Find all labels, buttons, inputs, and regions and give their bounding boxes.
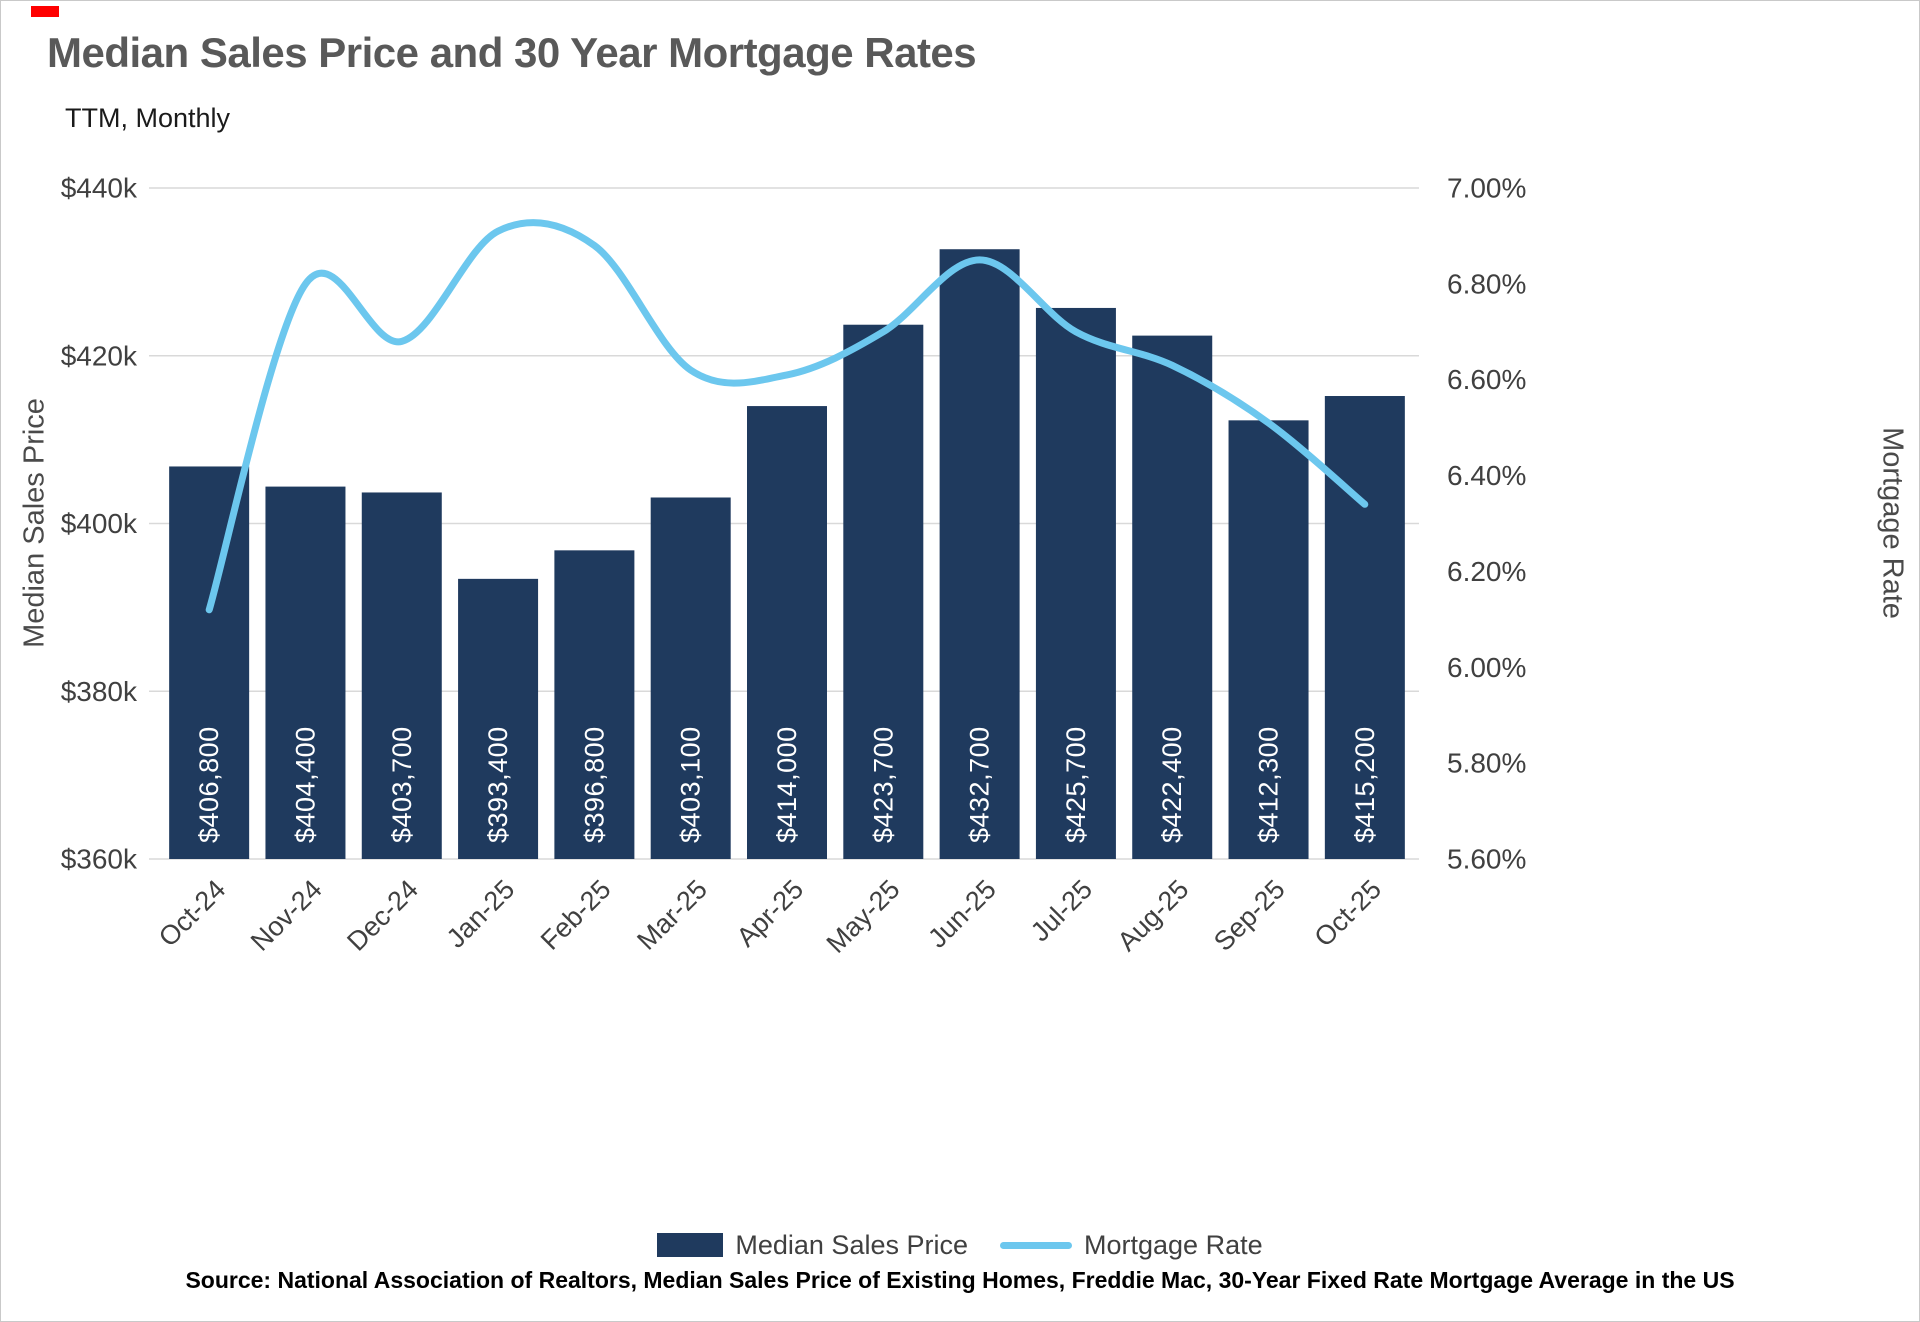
bar (1132, 335, 1213, 859)
legend-line-swatch (1000, 1241, 1072, 1249)
x-axis-tick-label: Dec-24 (341, 874, 424, 957)
right-axis-tick-label: 6.40% (1447, 460, 1526, 491)
x-axis-tick-label: Feb-25 (535, 874, 617, 956)
x-axis-tick-label: Jun-25 (922, 874, 1002, 954)
legend-bar-label: Median Sales Price (735, 1229, 968, 1260)
bar (650, 497, 731, 859)
x-axis-tick-label: Oct-24 (153, 874, 232, 953)
legend-bar-swatch (657, 1233, 724, 1257)
bar (843, 324, 924, 859)
x-axis-tick-label: Jan-25 (441, 874, 521, 954)
x-axis-tick-label: Mar-25 (631, 874, 713, 956)
bar-value-label: $403,700 (387, 726, 417, 843)
bar-value-label: $432,700 (965, 726, 995, 843)
right-axis-tick-label: 7.00% (1447, 173, 1526, 204)
left-axis-tick-label: $360k (61, 844, 138, 875)
source-note: Source: National Association of Realtors… (185, 1267, 1735, 1293)
bar-value-label: $404,400 (290, 726, 320, 843)
bar (361, 492, 442, 859)
bar-value-label: $412,300 (1254, 726, 1284, 843)
red-corner-mark (31, 6, 59, 17)
bar-value-label: $423,700 (868, 726, 898, 843)
bar (1324, 396, 1405, 859)
bar (747, 406, 827, 859)
bar-value-label: $406,800 (194, 726, 224, 843)
x-axis-tick-label: Sep-25 (1208, 874, 1291, 957)
bar-value-label: $415,200 (1350, 726, 1380, 843)
right-axis-tick-label: 5.60% (1447, 844, 1526, 875)
x-axis-tick-label: Nov-24 (245, 874, 328, 957)
x-axis-tick-label: Jul-25 (1025, 874, 1098, 947)
bar-value-label: $414,000 (772, 726, 802, 843)
bar (1035, 307, 1116, 859)
x-axis-tick-label: May-25 (821, 874, 906, 959)
bar (458, 578, 539, 859)
right-axis-tick-label: 6.00% (1447, 652, 1526, 683)
mortgage-rate-line (205, 219, 1369, 614)
bar (939, 249, 1020, 859)
bar (1228, 420, 1309, 859)
left-axis-tick-label: $400k (61, 508, 138, 539)
chart-subtitle: TTM, Monthly (65, 103, 231, 133)
bar-value-label: $403,100 (676, 726, 706, 843)
right-axis-tick-label: 6.60% (1447, 364, 1526, 395)
left-axis-tick-label: $380k (61, 676, 138, 707)
left-axis-tick-label: $440k (61, 173, 138, 204)
bar-value-label: $396,800 (579, 726, 609, 843)
x-axis-tick-label: Aug-25 (1112, 874, 1195, 957)
left-axis-tick-label: $420k (61, 340, 138, 371)
right-axis-tick-label: 6.20% (1447, 556, 1526, 587)
bar (265, 486, 346, 859)
legend-line-label: Mortgage Rate (1084, 1229, 1263, 1260)
bar-value-label: $425,700 (1061, 726, 1091, 843)
bar-value-label: $422,400 (1157, 726, 1187, 843)
x-axis-tick-label: Oct-25 (1309, 874, 1388, 953)
chart-title: Median Sales Price and 30 Year Mortgage … (47, 29, 977, 76)
legend: Median Sales Price Mortgage Rate (1, 1227, 1919, 1263)
bar (554, 550, 635, 859)
right-axis-tick-label: 6.80% (1447, 268, 1526, 299)
bar (169, 466, 250, 859)
x-axis-tick-label: Apr-25 (731, 874, 810, 953)
right-axis-tick-label: 5.80% (1447, 748, 1526, 779)
bar-value-label: $393,400 (483, 726, 513, 843)
